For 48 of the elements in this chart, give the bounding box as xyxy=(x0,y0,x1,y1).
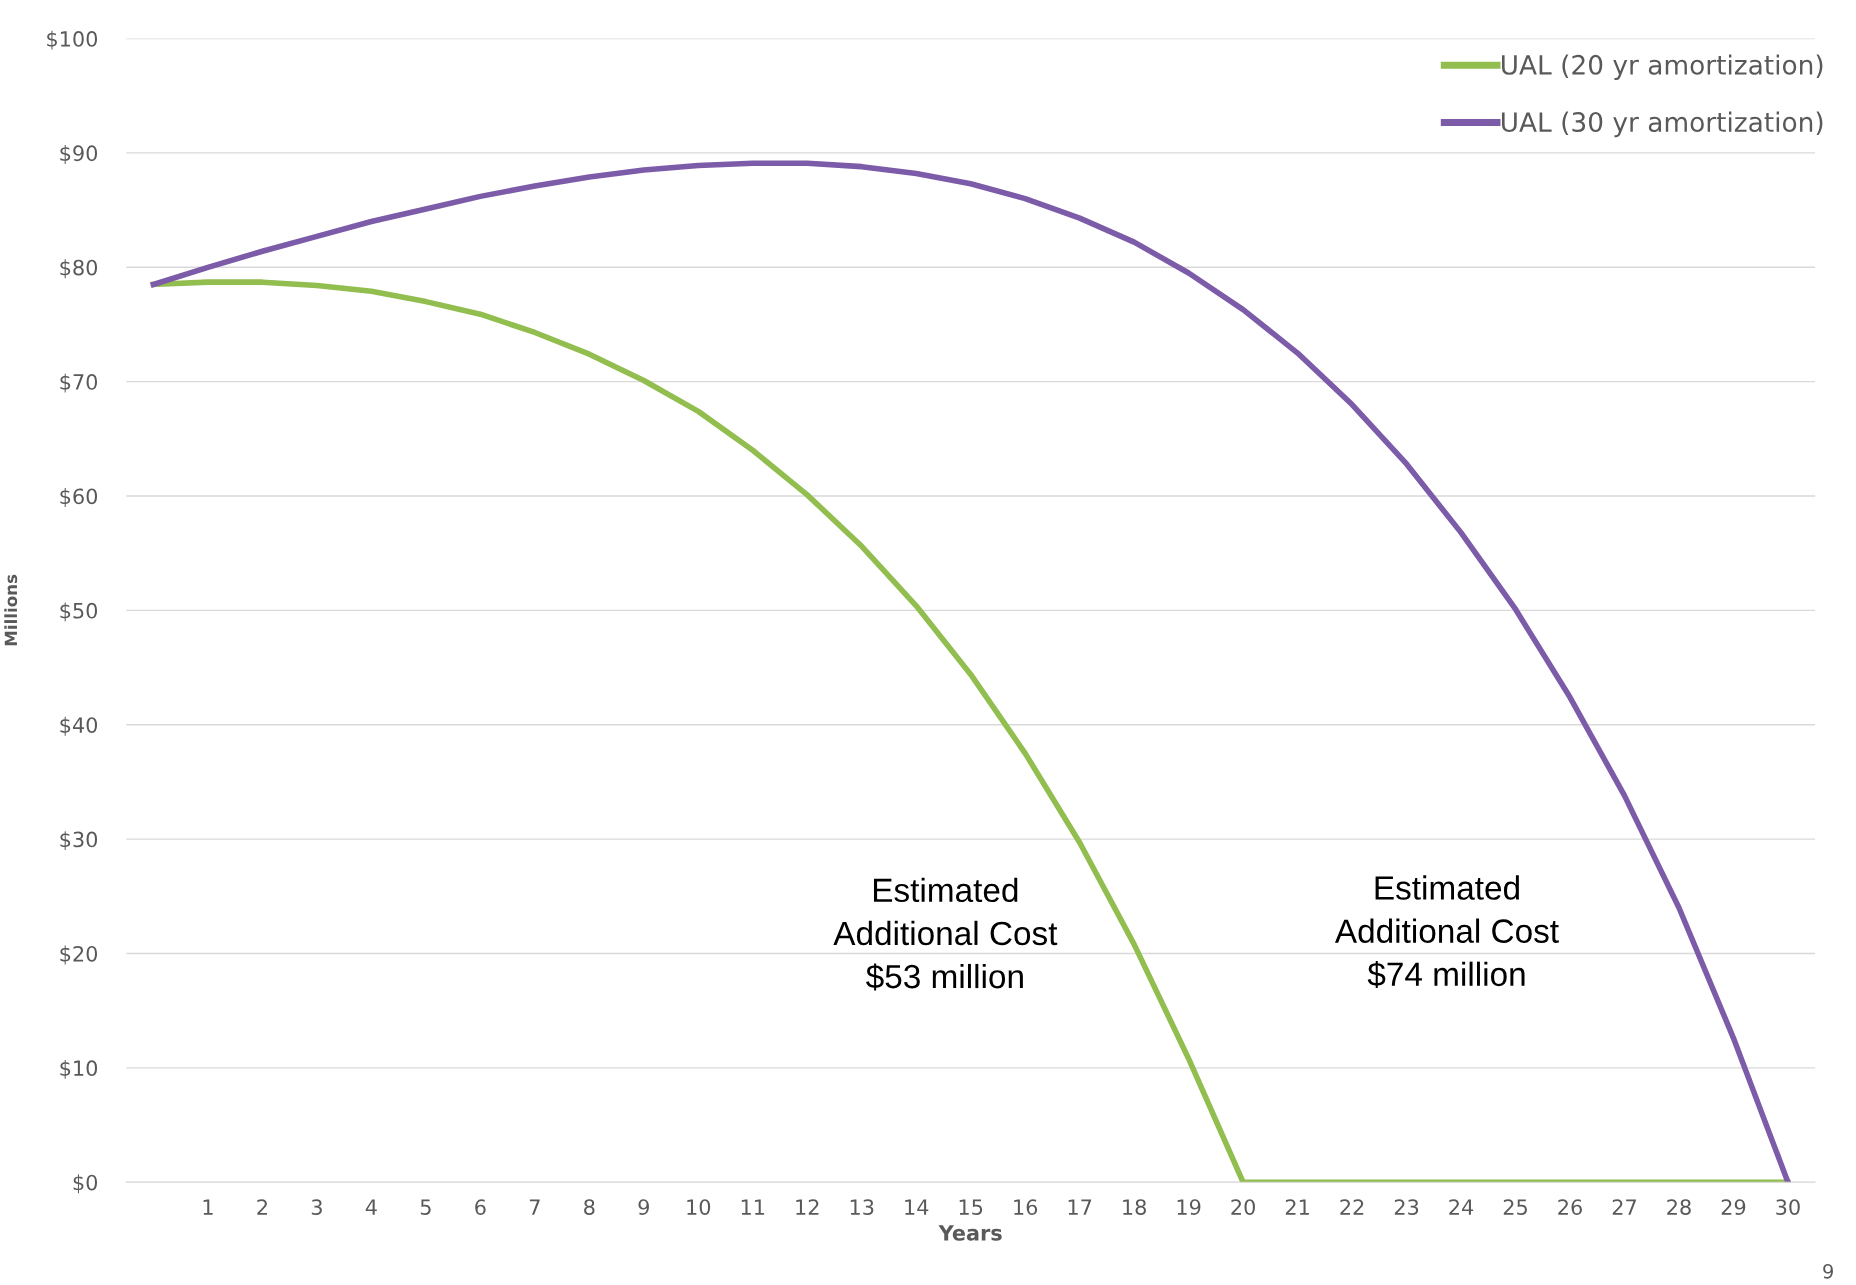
x-tick-label: 20 xyxy=(1231,1199,1255,1215)
x-tick-label: 25 xyxy=(1503,1199,1527,1215)
y-tick-label: $20 xyxy=(60,945,98,965)
x-tick-label: 8 xyxy=(584,1199,595,1215)
y-tick-label: $100 xyxy=(47,30,98,50)
x-tick-label: 4 xyxy=(365,1199,377,1215)
y-tick-label: $40 xyxy=(60,716,98,736)
x-tick-label: 22 xyxy=(1340,1199,1364,1215)
legend-label: UAL (20 yr amortization) xyxy=(1501,54,1823,80)
x-tick-label: 10 xyxy=(687,1199,711,1215)
legend-label: UAL (30 yr amortization) xyxy=(1501,111,1823,138)
x-tick-label: 11 xyxy=(741,1199,765,1215)
y-tick-label: $10 xyxy=(60,1059,98,1079)
y-tick-label: $30 xyxy=(60,831,98,851)
x-tick-label: 28 xyxy=(1667,1199,1691,1215)
y-tick-label: $70 xyxy=(60,373,98,393)
y-axis-title: Millions xyxy=(4,574,18,646)
text: 9 xyxy=(1823,1263,1833,1279)
x-tick-label: 18 xyxy=(1123,1199,1146,1215)
x-tick-label: 27 xyxy=(1612,1199,1636,1215)
x-tick-label: 13 xyxy=(850,1199,874,1215)
x-tick-label: 3 xyxy=(311,1199,322,1215)
y-tick-label: $60 xyxy=(60,488,98,507)
x-tick-label: 7 xyxy=(529,1199,540,1215)
annotation: Estimated Additional Cost $74 million xyxy=(1334,875,1559,989)
x-axis-title: Years xyxy=(938,1225,1002,1241)
x-tick-label: 29 xyxy=(1721,1199,1746,1215)
x-tick-label: 5 xyxy=(420,1199,431,1215)
x-tick-label: 16 xyxy=(1014,1199,1038,1215)
x-tick-label: 14 xyxy=(905,1199,929,1215)
x-tick-label: 17 xyxy=(1068,1199,1092,1215)
x-tick-label: 15 xyxy=(959,1199,983,1215)
x-tick-label: 9 xyxy=(638,1199,649,1215)
y-tick-label: $80 xyxy=(60,259,98,279)
y-tick-label: $50 xyxy=(60,602,98,622)
x-tick-label: 30 xyxy=(1776,1199,1800,1215)
x-tick-label: 21 xyxy=(1285,1199,1309,1215)
y-tick-label: $90 xyxy=(60,145,98,164)
x-tick-label: 12 xyxy=(796,1199,819,1215)
x-tick-label: 6 xyxy=(475,1199,486,1215)
x-tick-label: 2 xyxy=(257,1199,267,1215)
annotation: Estimated Additional Cost $53 million xyxy=(833,877,1058,991)
x-tick-label: 1 xyxy=(203,1199,213,1215)
x-tick-label: 19 xyxy=(1177,1199,1201,1215)
x-tick-label: 26 xyxy=(1558,1199,1582,1215)
x-tick-label: 24 xyxy=(1449,1199,1474,1215)
x-tick-label: 23 xyxy=(1394,1199,1419,1215)
y-tick-label: $0 xyxy=(73,1174,98,1194)
